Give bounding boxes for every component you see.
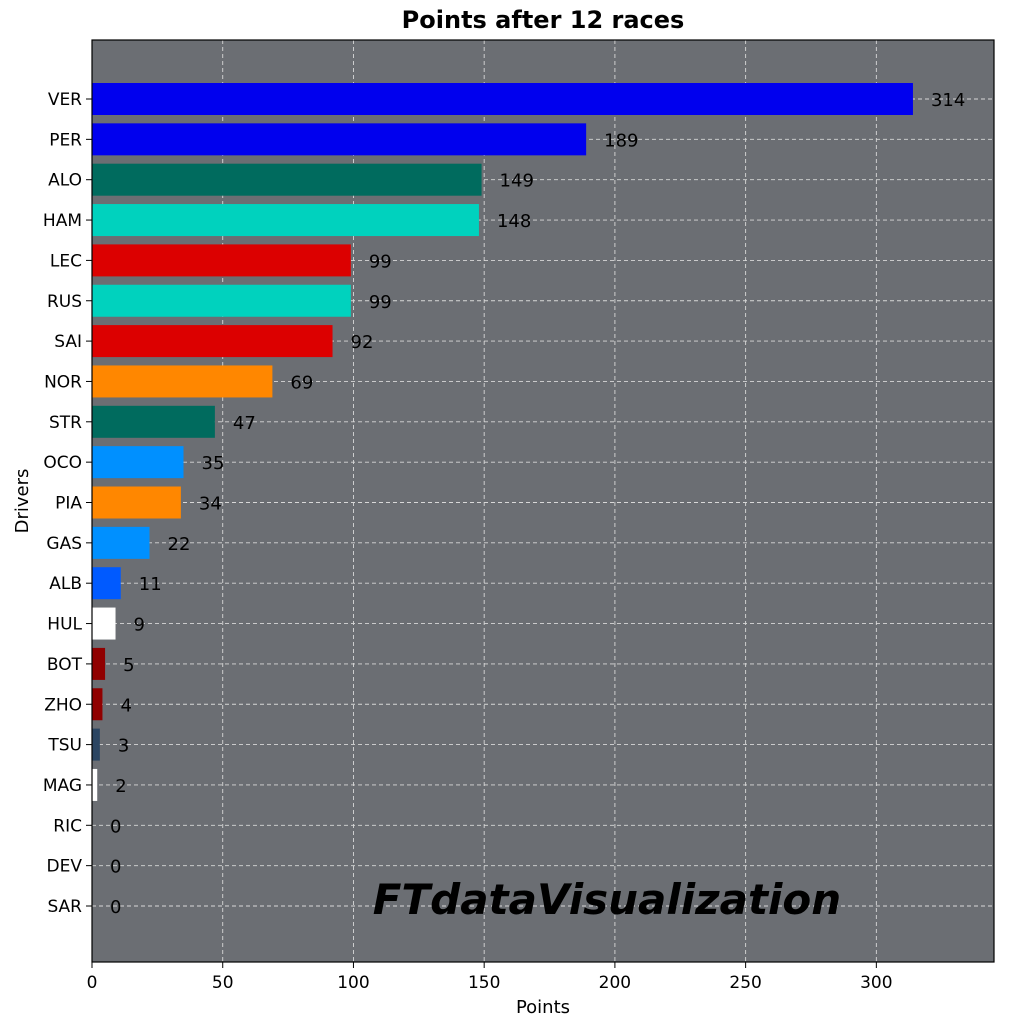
data-label-str: 47 bbox=[233, 413, 256, 434]
bar-pia bbox=[92, 486, 181, 519]
data-label-alb: 11 bbox=[139, 574, 162, 595]
data-label-alo: 149 bbox=[500, 171, 534, 192]
data-label-ric: 0 bbox=[110, 816, 121, 837]
data-label-sai: 92 bbox=[351, 332, 374, 353]
bars bbox=[92, 83, 913, 801]
data-label-ver: 314 bbox=[931, 90, 965, 111]
y-tick-label-oco: OCO bbox=[43, 453, 82, 473]
x-tick-label: 100 bbox=[337, 973, 369, 993]
bar-oco bbox=[92, 446, 184, 479]
bar-bot bbox=[92, 647, 106, 680]
data-label-pia: 34 bbox=[199, 494, 222, 515]
bar-hul bbox=[92, 607, 116, 640]
y-tick-label-mag: MAG bbox=[43, 776, 82, 796]
data-label-oco: 35 bbox=[202, 453, 225, 474]
data-label-rus: 99 bbox=[369, 292, 392, 313]
x-tick-label: 300 bbox=[860, 973, 892, 993]
watermark-text: FTdataVisualization bbox=[373, 875, 841, 924]
y-tick-label-zho: ZHO bbox=[44, 695, 82, 715]
data-label-mag: 2 bbox=[115, 776, 126, 797]
data-label-per: 189 bbox=[604, 130, 638, 151]
bar-ham bbox=[92, 204, 479, 237]
data-label-dev: 0 bbox=[110, 857, 121, 878]
bar-alb bbox=[92, 567, 121, 600]
y-tick-label-hul: HUL bbox=[47, 615, 82, 635]
data-labels: 314 189 149 148 99 99 92 69 47 35 34 22 11 95 4 3 2 0 0 0 bbox=[110, 90, 965, 918]
y-tick-label-gas: GAS bbox=[46, 534, 82, 554]
x-tick-label: 0 bbox=[87, 973, 98, 993]
y-tick-label-tsu: TSU bbox=[47, 736, 82, 756]
y-tick-label-bot: BOT bbox=[47, 655, 83, 675]
bar-rus bbox=[92, 284, 351, 317]
y-tick-label-lec: LEC bbox=[50, 251, 82, 271]
bar-ver bbox=[92, 83, 913, 115]
data-label-hul: 9 bbox=[134, 615, 145, 636]
y-axis-label: Drivers bbox=[12, 469, 33, 534]
bar-tsu bbox=[92, 728, 100, 761]
y-tick-label-ver: VER bbox=[48, 90, 82, 110]
data-label-tsu: 3 bbox=[118, 736, 129, 757]
data-label-ham: 148 bbox=[497, 211, 531, 232]
bar-sai bbox=[92, 325, 333, 358]
bar-lec bbox=[92, 244, 351, 277]
bar-gas bbox=[92, 526, 150, 559]
y-tick-label-str: STR bbox=[49, 413, 82, 433]
bar-nor bbox=[92, 365, 273, 398]
data-label-bot: 5 bbox=[123, 655, 134, 676]
bar-str bbox=[92, 405, 215, 438]
y-tick-label-pia: PIA bbox=[55, 494, 82, 514]
x-tick-label: 150 bbox=[468, 973, 500, 993]
y-tick-label-per: PER bbox=[49, 130, 82, 150]
data-label-gas: 22 bbox=[168, 534, 191, 555]
bar-zho bbox=[92, 688, 103, 721]
x-tick-label: 50 bbox=[212, 973, 234, 993]
y-axis-ticks: VER PER ALO HAM LEC RUS SAI NOR STR OCO PIA GAS ALB H… bbox=[43, 90, 92, 917]
x-tick-label: 200 bbox=[599, 973, 631, 993]
bar-mag bbox=[92, 768, 98, 801]
y-tick-label-sai: SAI bbox=[54, 332, 82, 352]
bar-alo bbox=[92, 163, 482, 196]
data-label-sar: 0 bbox=[110, 897, 121, 918]
data-label-nor: 69 bbox=[290, 372, 313, 393]
y-tick-label-ham: HAM bbox=[43, 211, 82, 231]
y-tick-label-alo: ALO bbox=[48, 171, 82, 191]
y-tick-label-rus: RUS bbox=[47, 292, 82, 312]
x-tick-label: 250 bbox=[729, 973, 761, 993]
x-axis-label: Points bbox=[516, 997, 570, 1018]
chart-title: Points after 12 races bbox=[402, 6, 685, 34]
data-label-lec: 99 bbox=[369, 251, 392, 272]
y-tick-label-sar: SAR bbox=[47, 897, 82, 917]
data-label-zho: 4 bbox=[120, 695, 131, 716]
y-tick-label-ric: RIC bbox=[53, 816, 82, 836]
y-tick-label-alb: ALB bbox=[49, 574, 82, 594]
y-tick-label-dev: DEV bbox=[47, 857, 83, 877]
y-tick-label-nor: NOR bbox=[44, 372, 82, 392]
plot-area-border bbox=[91, 39, 995, 963]
x-axis-ticks: 0 50 100 150 200 250 300 bbox=[87, 962, 893, 993]
bar-per bbox=[92, 123, 587, 156]
